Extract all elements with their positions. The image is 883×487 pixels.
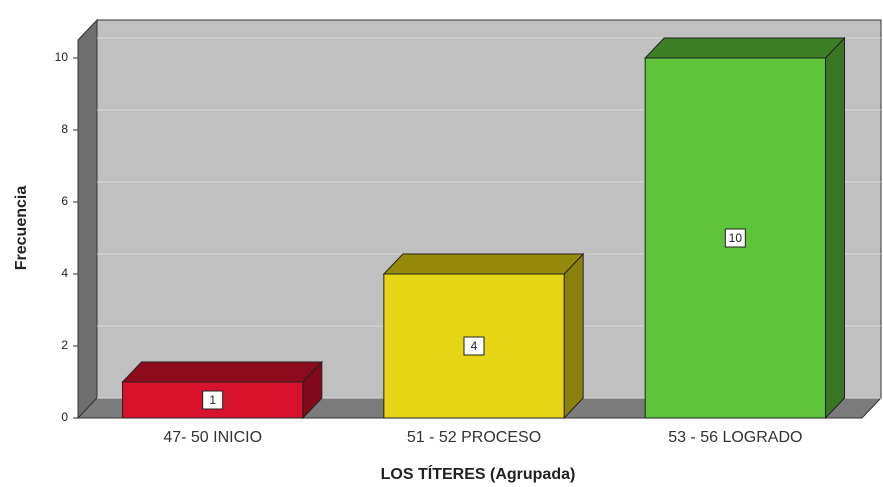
bar-side xyxy=(563,252,584,420)
x-tick-label: 53 - 56 LOGRADO xyxy=(668,429,802,446)
y-tick-label: 0 xyxy=(61,410,68,424)
value-label: 10 xyxy=(729,231,743,245)
value-label: 4 xyxy=(471,339,478,353)
y-tick-label: 10 xyxy=(55,50,69,64)
value-label-box xyxy=(463,336,485,356)
value-label: 1 xyxy=(209,393,216,407)
value-label-box xyxy=(724,228,746,248)
x-tick-label: 47- 50 INICIO xyxy=(163,429,262,446)
x-tick-label: 51 - 52 PROCESO xyxy=(407,429,541,446)
y-tick-label: 8 xyxy=(61,122,68,136)
bar-top xyxy=(644,37,846,59)
x-axis-title: LOS TÍTERES (Agrupada) xyxy=(381,464,576,483)
y-axis-title: Frecuencia xyxy=(13,186,30,271)
y-tick-label: 6 xyxy=(61,194,68,208)
left-wall xyxy=(77,18,98,420)
bar-top xyxy=(121,361,323,383)
bar-side xyxy=(824,36,845,420)
value-label-box xyxy=(202,390,224,410)
y-tick-label: 2 xyxy=(61,338,68,352)
bar-top xyxy=(382,253,585,275)
y-tick-label: 4 xyxy=(61,266,68,280)
